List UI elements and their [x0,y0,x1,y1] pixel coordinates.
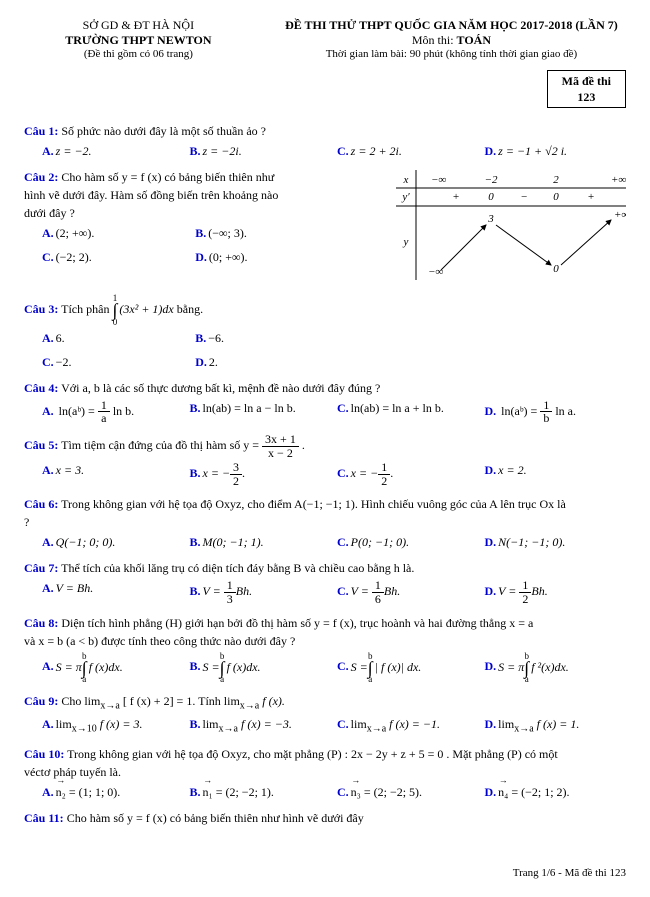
subject-line: Môn thi: TOÁN [277,33,626,48]
q7-A: V = Bh. [56,581,94,595]
q5-A: x = 3. [56,463,84,477]
q6-text: Trong không gian với hệ tọa độ Oxyz, cho… [61,497,566,511]
q4-label: Câu 4: [24,381,58,395]
school: TRƯỜNG THPT NEWTON [24,33,253,48]
q4-B: ln(ab) = ln a − ln b. [203,401,296,415]
q1-D: z = −1 + √2 i. [498,144,567,158]
svg-text:y: y [403,236,409,248]
q5-D: x = 2. [498,463,526,477]
svg-text:x: x [403,174,409,186]
page-footer: Trang 1/6 - Mã đề thi 123 [24,867,626,879]
question-11: Câu 11: Cho hàm số y = f (x) có bảng biế… [24,809,626,827]
q2-text1: Cho hàm số y = f (x) có bảng biến thiên … [61,170,274,184]
q1-B: z = −2i. [203,144,242,158]
dept: SỞ GD & ĐT HÀ NỘI [24,18,253,33]
q8-label: Câu 8: [24,616,58,630]
q2-text3: dưới đây ? [24,206,75,220]
q4-text: Với a, b là các số thực dương bất kì, mệ… [61,381,380,395]
q9-label: Câu 9: [24,694,58,708]
q7-label: Câu 7: [24,561,58,575]
vt-minf: −∞ [428,266,443,278]
q1-C: z = 2 + 2i. [351,144,402,158]
q1-label: Câu 1: [24,124,58,138]
q6-B: M(0; −1; 1). [203,535,264,549]
subject: TOÁN [457,33,491,47]
exam-title: ĐỀ THI THỬ THPT QUỐC GIA NĂM HỌC 2017-20… [277,18,626,33]
q2-B: (−∞; 3). [208,226,247,240]
vt-x3: +∞ [611,174,626,186]
vt-x0: −∞ [431,174,446,186]
vt-pinf: +∞ [614,209,626,221]
q4-C: ln(ab) = ln a + ln b. [351,401,444,415]
header-left: SỞ GD & ĐT HÀ NỘI TRƯỜNG THPT NEWTON (Đề… [24,18,253,60]
header-right: ĐỀ THI THỬ THPT QUỐC GIA NĂM HỌC 2017-20… [277,18,626,60]
question-8: Câu 8: Diện tích hình phẳng (H) giới hạn… [24,614,626,684]
q3-A: 6. [56,331,65,345]
vt-s4: + [587,191,594,203]
q6-label: Câu 6: [24,497,58,511]
question-2: x y′ y −∞ −2 2 +∞ + 0 − 0 + −∞ 3 0 +∞ Câ… [24,168,626,266]
q8-text2: và x = b (a < b) được tính theo công thứ… [24,634,295,648]
q1-A: z = −2. [56,144,92,158]
q1-text: Số phức nào dưới đây là một số thuần ảo … [61,124,266,138]
q10-text: Trong không gian với hệ tọa độ Oxyz, cho… [67,747,558,761]
integral-icon: 1 ∫ 0 [112,294,117,326]
q5-label: Câu 5: [24,438,58,452]
q7-text: Thể tích của khối lăng trụ có diện tích … [61,561,414,575]
page-header: SỞ GD & ĐT HÀ NỘI TRƯỜNG THPT NEWTON (Đề… [24,18,626,60]
q10-label: Câu 10: [24,747,64,761]
q6-A: Q(−1; 0; 0). [56,535,116,549]
question-1: Câu 1: Số phức nào dưới đây là một số th… [24,122,626,160]
q10-text2: véctơ pháp tuyến là. [24,765,121,779]
question-9: Câu 9: Cho limx→a [ f (x) + 2] = 1. Tính… [24,692,626,737]
exam-code-label: Mã đề thi [562,73,611,89]
vt-x1: −2 [485,174,498,186]
q2-text2: hình vẽ dưới đây. Hàm số đồng biến trên … [24,188,278,202]
q5-pre: Tìm tiệm cận đứng của đồ thị hàm số y = [61,438,259,452]
question-4: Câu 4: Với a, b là các số thực dương bất… [24,379,626,425]
q2-D: (0; +∞). [209,250,248,264]
time: Thời gian làm bài: 90 phút (không tính t… [277,48,626,60]
question-6: Câu 6: Trong không gian với hệ tọa độ Ox… [24,495,626,551]
pages-note: (Đề thi gồm có 06 trang) [24,48,253,60]
question-7: Câu 7: Thể tích của khối lăng trụ có diệ… [24,559,626,605]
q2-A: (2; +∞). [56,226,95,240]
q3-D: 2. [209,355,218,369]
q3-post: bằng. [177,302,203,316]
q11-text: Cho hàm số y = f (x) có bảng biến thiên … [67,811,364,825]
vt-top: 3 [487,213,494,225]
subject-label: Môn thi: [412,33,454,47]
q11-label: Câu 11: [24,811,64,825]
q3-B: −6. [208,331,224,345]
q3-pre: Tích phân [61,302,109,316]
exam-code: 123 [562,89,611,105]
vt-x2: 2 [553,174,559,186]
q6-C: P(0; −1; 0). [351,535,409,549]
variation-table: x y′ y −∞ −2 2 +∞ + 0 − 0 + −∞ 3 0 +∞ [396,170,626,280]
question-10: Câu 10: Trong không gian với hệ tọa độ O… [24,745,626,801]
vt-s1: 0 [488,191,494,203]
q3-C: −2. [56,355,72,369]
q8-text: Diện tích hình phẳng (H) giới hạn bởi đồ… [61,616,533,630]
exam-code-box: Mã đề thi 123 [547,70,626,108]
question-5: Câu 5: Tìm tiệm cận đứng của đồ thị hàm … [24,433,626,487]
q6-text2: ? [24,515,29,529]
vt-s0: + [452,191,459,203]
q2-C: (−2; 2). [56,250,92,264]
q6-D: N(−1; −1; 0). [498,535,565,549]
q2-label: Câu 2: [24,170,58,184]
q3-intg: (3x² + 1)dx [119,302,173,316]
svg-text:y′: y′ [401,191,410,203]
vt-s3: 0 [553,191,559,203]
q3-label: Câu 3: [24,302,58,316]
vt-s2: − [520,191,527,203]
question-3: Câu 3: Tích phân 1 ∫ 0 (3x² + 1)dx bằng.… [24,294,626,370]
vt-bot: 0 [553,263,559,275]
